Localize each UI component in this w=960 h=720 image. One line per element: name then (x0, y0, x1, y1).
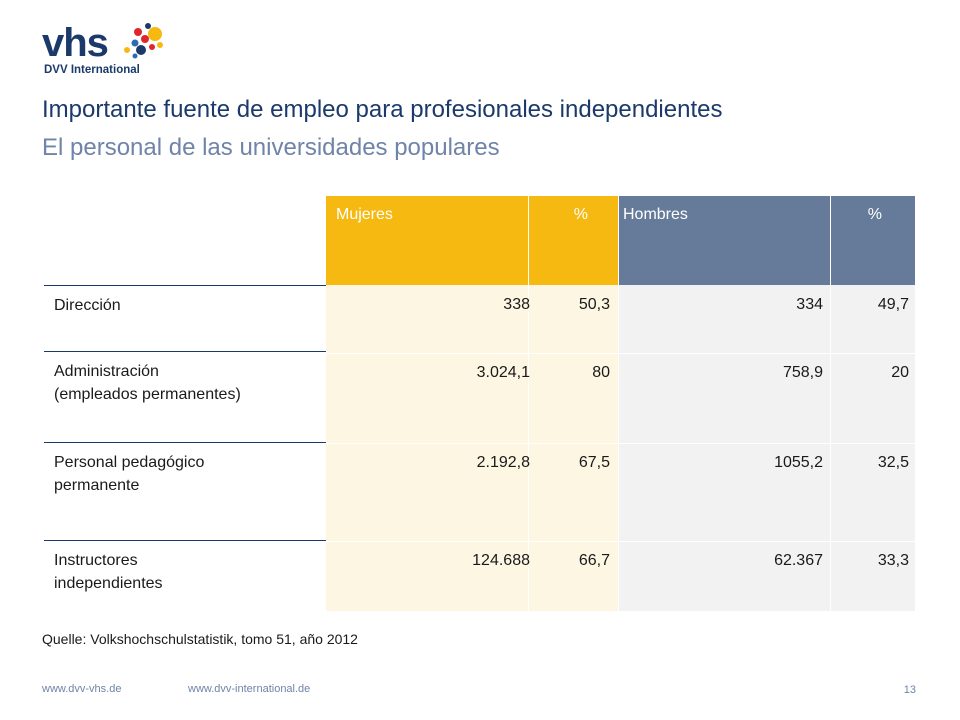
cell-mujeres: 338 (503, 296, 530, 313)
page-number: 13 (903, 684, 916, 696)
header-mujeres-label: Mujeres (336, 206, 393, 223)
cell-hombres: 1055,2 (774, 454, 823, 471)
page-subtitle: El personal de las universidades popular… (42, 134, 500, 161)
cell-hombres-pct: 49,7 (877, 296, 909, 313)
row-label-line: independientes (54, 575, 163, 592)
source-note: Quelle: Volkshochschulstatistik, tomo 51… (42, 631, 358, 647)
logo-dots-icon (124, 23, 163, 59)
cell-mujeres-pct: 67,5 (578, 454, 610, 471)
column-separator (830, 285, 831, 611)
row-label-line: Personal pedagógico (54, 454, 205, 471)
column-separator (528, 285, 529, 611)
cell-hombres: 62.367 (774, 552, 823, 569)
header-mujeres-pct-label: % (573, 206, 588, 223)
logo-wordmark: vhs (42, 21, 109, 65)
logo-subtitle: DVV International (44, 64, 140, 76)
row-label-line: (empleados permanentes) (54, 386, 241, 403)
hombres-body (618, 285, 915, 611)
footer-link-dvv-vhs[interactable]: www.dvv-vhs.de (42, 683, 122, 695)
column-separator (618, 285, 619, 611)
cell-mujeres: 3.024,1 (476, 364, 530, 381)
header-mujeres: Mujeres (326, 196, 528, 285)
row-separator (326, 443, 915, 444)
cell-hombres-pct: 32,5 (877, 454, 909, 471)
header-separator (830, 196, 831, 285)
header-hombres: Hombres (618, 196, 830, 285)
cell-hombres-pct: 33,3 (877, 552, 909, 569)
header-separator (528, 196, 529, 285)
cell-hombres: 334 (796, 296, 823, 313)
header-separator (618, 196, 619, 285)
cell-hombres: 758,9 (782, 364, 823, 381)
header-mujeres-pct: % (528, 196, 618, 285)
cell-mujeres-pct: 80 (592, 364, 610, 381)
cell-mujeres-pct: 50,3 (578, 296, 610, 313)
page-title: Importante fuente de empleo para profesi… (42, 96, 723, 123)
row-label-line: Administración (54, 363, 159, 380)
row-label-administracion: Administración (empleados permanentes) (54, 360, 241, 406)
row-label-line: Instructores (54, 552, 138, 569)
header-hombres-label: Hombres (623, 206, 688, 223)
row-divider (44, 285, 326, 286)
header-hombres-pct: % (830, 196, 915, 285)
row-divider (44, 540, 326, 541)
staff-table: Mujeres % Hombres % Dirección 338 50,3 3… (44, 196, 915, 611)
header-hombres-pct-label: % (867, 206, 882, 223)
row-separator (326, 541, 915, 542)
cell-mujeres-pct: 66,7 (578, 552, 610, 569)
cell-mujeres: 2.192,8 (476, 454, 530, 471)
cell-mujeres: 124.688 (472, 552, 530, 569)
row-label-instructores: Instructores independientes (54, 549, 163, 595)
row-divider (44, 442, 326, 443)
row-label-line: permanente (54, 477, 140, 494)
dvv-logo: vhs DVV International (42, 20, 172, 82)
cell-hombres-pct: 20 (891, 364, 909, 381)
row-label-direccion: Dirección (54, 294, 121, 317)
row-divider (44, 351, 326, 352)
footer-link-dvv-international[interactable]: www.dvv-international.de (188, 683, 311, 695)
row-label-line: Dirección (54, 297, 121, 314)
row-separator (326, 353, 915, 354)
row-label-personal-pedagogico: Personal pedagógico permanente (54, 451, 204, 497)
mujeres-body (326, 285, 618, 611)
